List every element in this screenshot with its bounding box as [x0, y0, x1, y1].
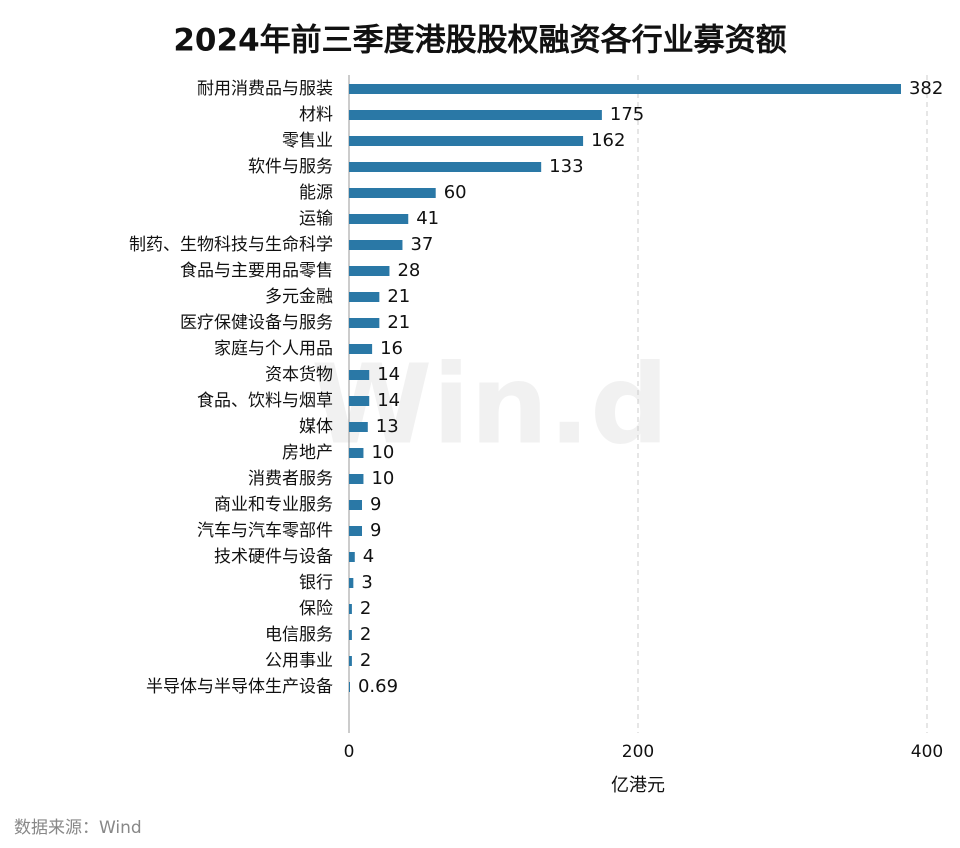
y-tick-label: 材料 [299, 105, 333, 125]
value-label: 10 [371, 442, 394, 463]
bar [349, 214, 409, 224]
bar [349, 526, 363, 536]
y-tick-label: 保险 [299, 599, 333, 619]
value-label: 2 [360, 598, 371, 619]
value-label: 133 [549, 156, 583, 177]
y-tick-label: 消费者服务 [248, 469, 333, 489]
y-tick-label: 房地产 [282, 443, 333, 463]
y-tick-label: 医疗保健设备与服务 [180, 313, 333, 333]
value-label: 21 [387, 312, 410, 333]
value-label: 4 [363, 546, 374, 567]
value-label: 37 [410, 234, 433, 255]
bar [349, 162, 542, 172]
y-tick-label: 食品与主要用品零售 [180, 261, 333, 281]
bar [349, 448, 364, 458]
y-tick-label: 食品、饮料与烟草 [197, 391, 333, 411]
y-tick-label: 耐用消费品与服装 [197, 79, 333, 99]
value-label: 41 [416, 208, 439, 229]
bar [349, 266, 390, 276]
bar [349, 370, 370, 380]
bar [349, 344, 373, 354]
bar [349, 396, 370, 406]
bar [349, 630, 352, 640]
bar [349, 604, 352, 614]
y-tick-label: 电信服务 [265, 625, 333, 645]
bar [349, 578, 354, 588]
bar [349, 292, 380, 302]
value-label: 21 [387, 286, 410, 307]
y-tick-label: 技术硬件与设备 [214, 547, 333, 567]
watermark: Win.d [311, 340, 669, 468]
x-tick-label: 200 [622, 742, 654, 762]
value-label: 0.69 [358, 676, 398, 697]
y-tick-label: 软件与服务 [248, 157, 333, 177]
bar [349, 110, 602, 120]
x-tick-label: 400 [911, 742, 943, 762]
x-tick-label: 0 [344, 742, 355, 762]
value-label: 14 [377, 364, 400, 385]
value-label: 2 [360, 624, 371, 645]
value-label: 28 [397, 260, 420, 281]
bar [349, 188, 436, 198]
value-label: 382 [909, 78, 943, 99]
bar [349, 682, 350, 692]
y-tick-label: 家庭与个人用品 [214, 339, 333, 359]
bar [349, 656, 352, 666]
bar [349, 500, 363, 510]
value-label: 162 [591, 130, 625, 151]
value-label: 60 [444, 182, 467, 203]
value-label: 9 [370, 494, 381, 515]
bar [349, 318, 380, 328]
value-label: 16 [380, 338, 403, 359]
bar [349, 240, 403, 250]
value-label: 9 [370, 520, 381, 541]
value-label: 175 [610, 104, 644, 125]
value-label: 3 [361, 572, 372, 593]
bar [349, 136, 584, 146]
bar [349, 552, 355, 562]
x-axis-label: 亿港元 [611, 775, 665, 796]
bar [349, 84, 901, 94]
value-label: 2 [360, 650, 371, 671]
y-tick-label: 银行 [299, 573, 333, 593]
y-tick-label: 制药、生物科技与生命科学 [129, 235, 333, 255]
y-tick-label: 汽车与汽车零部件 [197, 521, 333, 541]
bar [349, 474, 364, 484]
chart-title: 2024年前三季度港股股权融资各行业募资额 [173, 23, 786, 59]
y-tick-label: 零售业 [282, 131, 333, 151]
value-label: 10 [371, 468, 394, 489]
y-tick-label: 媒体 [299, 417, 333, 437]
y-tick-label: 多元金融 [265, 287, 333, 307]
value-label: 14 [377, 390, 400, 411]
source-note: 数据来源：Wind [14, 818, 142, 838]
y-tick-label: 公用事业 [265, 651, 333, 671]
y-tick-label: 能源 [299, 183, 333, 203]
bar [349, 422, 368, 432]
value-label: 13 [376, 416, 399, 437]
y-tick-label: 运输 [299, 209, 333, 229]
y-tick-label: 半导体与半导体生产设备 [146, 677, 333, 697]
y-tick-label: 资本货物 [265, 365, 333, 385]
y-tick-label: 商业和专业服务 [214, 495, 333, 515]
